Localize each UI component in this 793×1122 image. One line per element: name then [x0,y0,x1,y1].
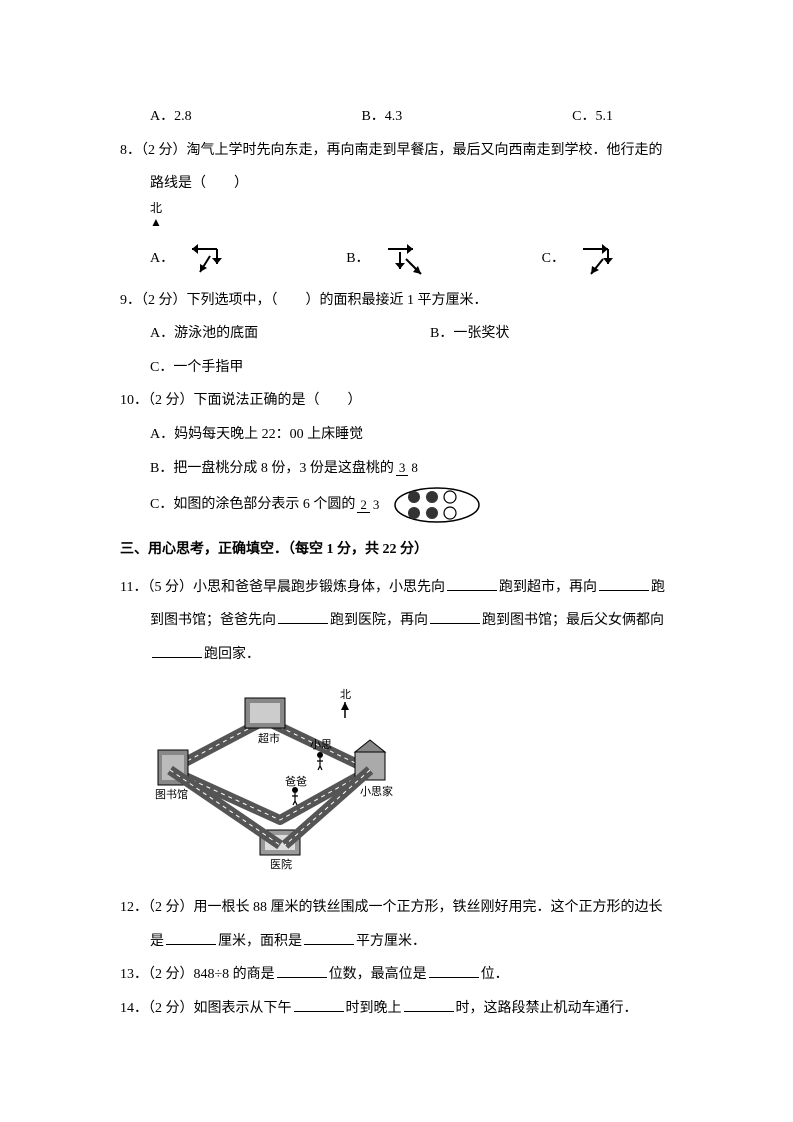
fraction-2-3: 23 [357,498,382,512]
svg-text:超市: 超市 [258,731,280,745]
q10-optC-wrap: C．如图的涂色部分表示 6 个圆的23 [120,485,693,525]
q11-t2b: 跑到医院，再向 [330,613,428,628]
svg-text:图书馆: 图书馆 [155,787,188,801]
q8: 8．（2 分）淘气上学时先向东走，再向南走到早餐店，最后又向西南走到学校．他行走… [120,134,693,284]
frac-num2: 2 [357,497,370,513]
compass-indicator: 北 ▲ [150,201,693,230]
q8-options: A． B． C． [120,234,693,284]
compass-label: 北 [150,201,693,215]
q11-line1: 11．（5 分）小思和爸爸早晨跑步锻炼身体，小思先向 跑到超市，再向 跑 [120,571,693,605]
q7-optC: C．5.1 [572,100,613,134]
svg-text:小思: 小思 [310,738,332,751]
q7-options: A．2.8 B．4.3 C．5.1 [120,100,693,134]
q8-optB-wrap: B． [346,234,437,284]
blank [429,964,479,978]
q11-t3: 跑回家． [204,647,260,662]
blank [304,931,354,945]
blank [278,610,328,624]
q7-optA: A．2.8 [150,100,192,134]
q9-options-row1: A．游泳池的底面 B．一张奖状 [120,317,693,351]
q9-optA: A．游泳池的底面 [150,317,430,351]
q13: 13．（2 分）848÷8 的商是 位数，最高位是 位． [120,958,693,992]
blank [599,577,649,591]
q8-optA-wrap: A． [150,234,242,284]
q12-t2a: 是 [150,934,164,949]
q8-optB: B． [346,242,369,276]
q8-optA: A． [150,242,174,276]
q11-t2c: 跑到图书馆；最后父女俩都向 [482,613,664,628]
q10-optB-pre: B．把一盘桃分成 8 份，3 份是这盘桃的 [150,461,394,476]
frac-num: 3 [396,460,409,476]
section3-title: 三、用心思考，正确填空．（每空 1 分，共 22 分） [120,533,693,567]
q10-optC-pre: C．如图的涂色部分表示 6 个圆的 [150,488,355,522]
q14-a: 14．（2 分）如图表示从下午 [120,1001,292,1016]
q11-line3: 跑回家． [120,638,693,672]
q8-diagramB-icon [378,234,438,284]
q9-optC: C．一个手指甲 [120,351,693,385]
blank [404,998,454,1012]
q8-diagramA-icon [182,234,242,284]
fraction-3-8: 38 [396,461,421,475]
q12: 12．（2 分）用一根长 88 厘米的铁丝围成一个正方形，铁丝刚好用完．这个正方… [120,891,693,958]
q9-text: 9．（2 分）下列选项中，（ ）的面积最接近 1 平方厘米． [120,284,693,318]
q12-line2: 是 厘米，面积是 平方厘米． [120,925,693,959]
q11-line2: 到图书馆；爸爸先向 跑到医院，再向 跑到图书馆；最后父女俩都向 [120,604,693,638]
q14: 14．（2 分）如图表示从下午 时到晚上 时，这路段禁止机动车通行． [120,992,693,1026]
q9-optB: B．一张奖状 [430,317,509,351]
q8-text-line1: 8．（2 分）淘气上学时先向东走，再向南走到早餐店，最后又向西南走到学校．他行走… [120,134,693,168]
compass-arrow-icon: ▲ [150,215,693,229]
frac-den: 8 [408,460,421,475]
q11-t1b: 跑到超市，再向 [499,580,597,595]
q7-optB: B．4.3 [361,100,402,134]
q10-text: 10．（2 分）下面说法正确的是（ ） [120,384,693,418]
q10-optB-wrap: B．把一盘桃分成 8 份，3 份是这盘桃的38 [120,452,693,486]
q13-c: 位． [481,967,509,982]
q12-t2b: 厘米，面积是 [218,934,302,949]
svg-text:爸爸: 爸爸 [285,775,307,788]
blank [430,610,480,624]
q13-a: 13．（2 分）848÷8 的商是 [120,967,275,982]
q10-optA: A．妈妈每天晚上 22：00 上床睡觉 [120,418,693,452]
q11-t1a: 11．（5 分）小思和爸爸早晨跑步锻炼身体，小思先向 [120,580,445,595]
svg-text:小思家: 小思家 [360,784,393,798]
q14-c: 时，这路段禁止机动车通行． [456,1001,638,1016]
q11-map-diagram: 北 超市 小思 图书馆 爸爸 小思家 [150,680,693,884]
blank [447,577,497,591]
q8-diagramC-icon [573,234,633,284]
q8-optC-wrap: C． [542,234,633,284]
svg-text:医院: 医院 [270,857,292,870]
q12-line1: 12．（2 分）用一根长 88 厘米的铁丝围成一个正方形，铁丝刚好用完．这个正方… [120,891,693,925]
map-compass-label: 北 [340,688,351,701]
q11: 11．（5 分）小思和爸爸早晨跑步锻炼身体，小思先向 跑到超市，再向 跑 到图书馆；… [120,571,693,883]
q10: 10．（2 分）下面说法正确的是（ ） A．妈妈每天晚上 22：00 上床睡觉 … [120,384,693,525]
blank [294,998,344,1012]
q12-t2c: 平方厘米． [356,934,426,949]
q14-b: 时到晚上 [346,1001,402,1016]
q11-t1c: 跑 [651,580,665,595]
blank [277,964,327,978]
blank [152,644,202,658]
circles-diagram-icon [392,485,482,525]
q13-b: 位数，最高位是 [329,967,427,982]
blank [166,931,216,945]
q8-optC: C． [542,242,565,276]
q9: 9．（2 分）下列选项中，（ ）的面积最接近 1 平方厘米． A．游泳池的底面 … [120,284,693,385]
q11-t2a: 到图书馆；爸爸先向 [150,613,276,628]
q8-text-line2: 路线是（ ） [120,167,693,201]
frac-den2: 3 [370,497,383,512]
